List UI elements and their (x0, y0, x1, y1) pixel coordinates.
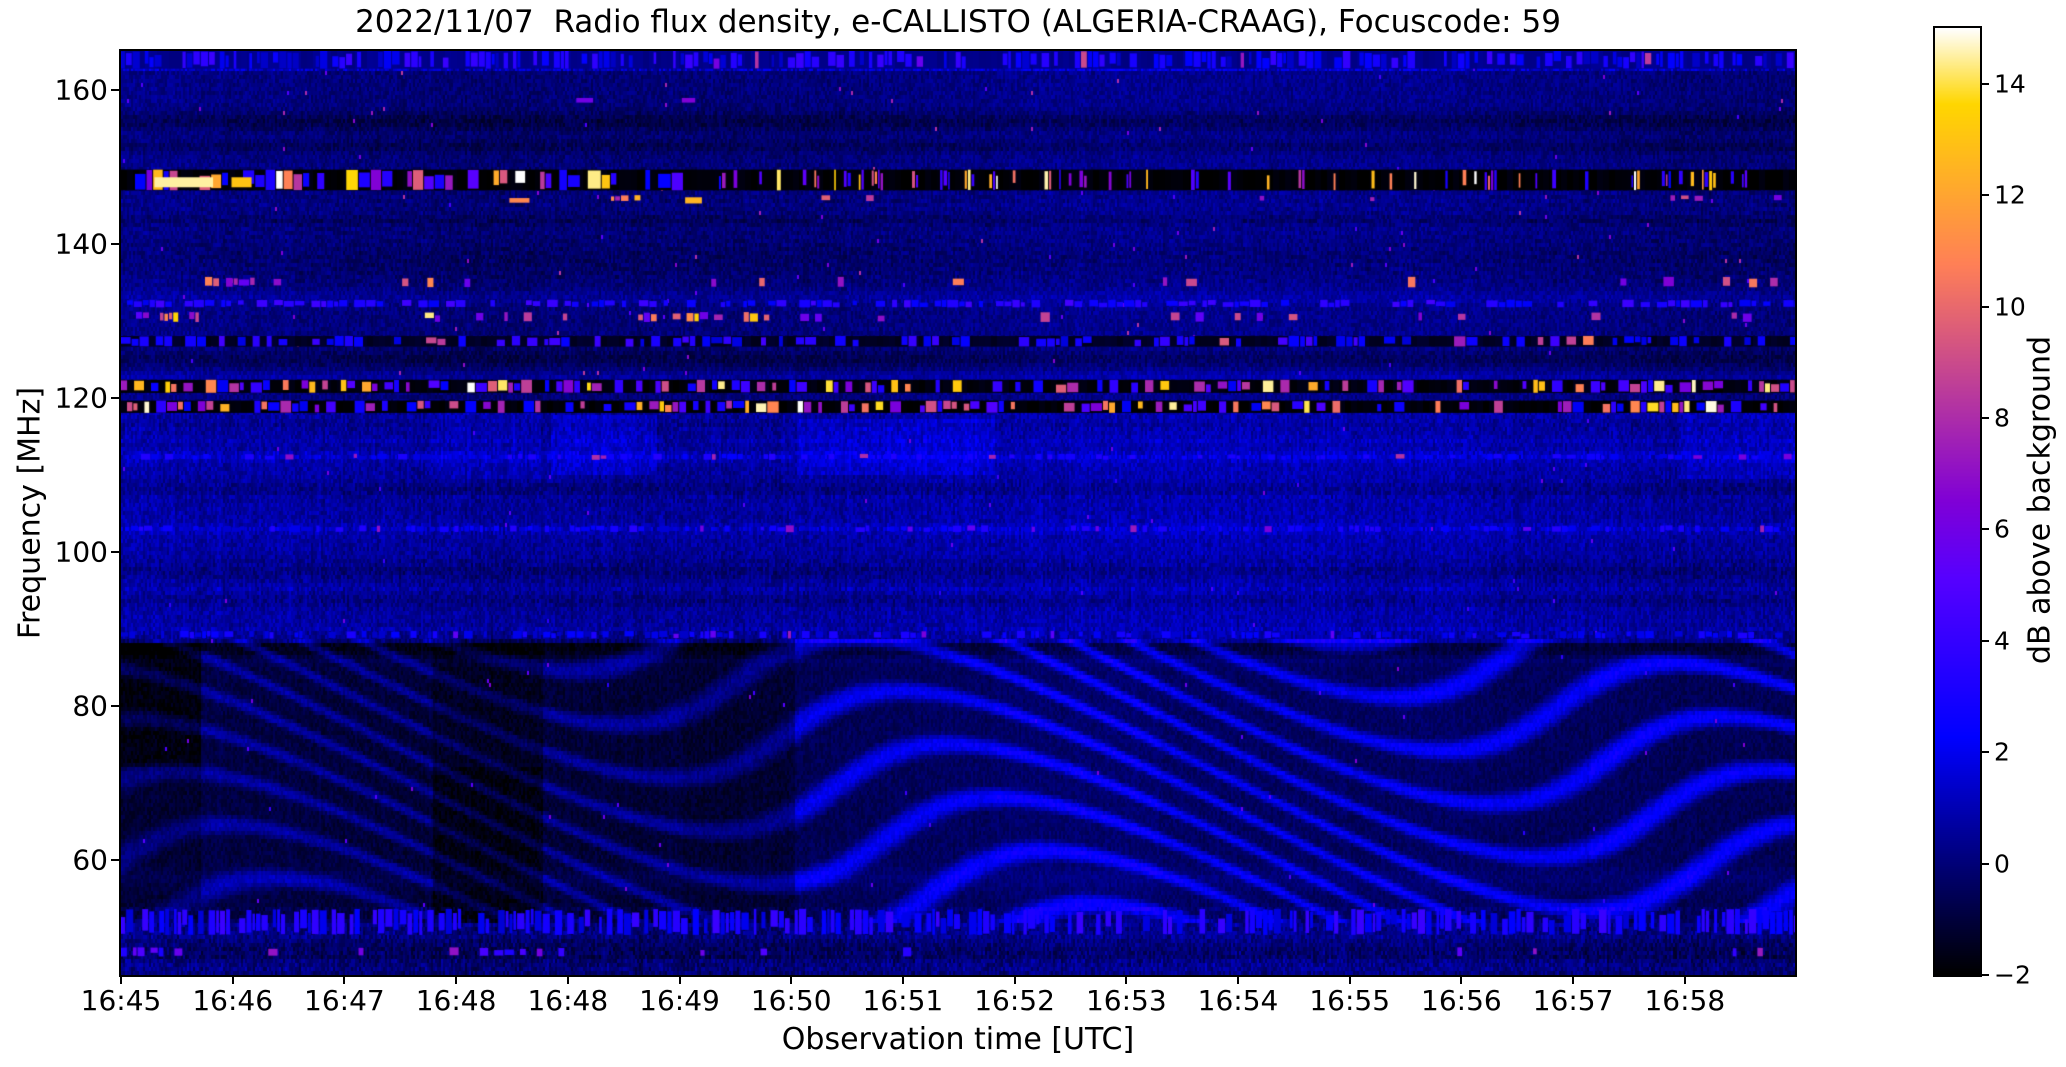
x-tick-mark (566, 975, 569, 984)
y-tick-label: 80 (72, 689, 108, 722)
colorbar-tick-mark (1980, 416, 1989, 419)
y-tick-mark (111, 704, 121, 707)
x-tick-mark (1237, 975, 1239, 984)
colorbar-tick-label: −2 (1994, 960, 2031, 990)
colorbar-tick-label: 12 (1994, 180, 2026, 210)
colorbar-tick-label: 4 (1994, 626, 2010, 656)
x-tick-mark (1683, 975, 1686, 984)
colorbar-tick-mark (1980, 194, 1989, 197)
colorbar-label: dB above background (2022, 335, 2058, 665)
y-tick-mark (111, 88, 121, 91)
x-tick-label: 16:47 (304, 984, 385, 1017)
x-tick-label: 16:48 (415, 984, 497, 1017)
x-tick-mark (455, 975, 458, 984)
spectrogram-canvas (121, 51, 1795, 975)
colorbar-tick-label: 8 (1994, 403, 2010, 433)
x-tick-label: 16:55 (1309, 984, 1391, 1017)
colorbar-canvas (1935, 28, 1980, 975)
colorbar-tick-label: 14 (1994, 69, 2026, 99)
x-tick-label: 16:49 (639, 984, 720, 1017)
x-tick-mark (231, 975, 234, 984)
x-tick-mark (678, 975, 681, 984)
y-axis-label: Frequency [MHz] (12, 386, 48, 640)
colorbar-tick-mark (1980, 974, 1989, 976)
x-tick-label: 16:52 (974, 984, 1055, 1017)
x-tick-mark (1348, 975, 1351, 984)
x-tick-label: 16:58 (1644, 984, 1726, 1017)
chart-title: 2022/11/07 Radio flux density, e-CALLIST… (355, 4, 1561, 40)
x-tick-mark (901, 975, 904, 984)
colorbar-tick-mark (1980, 82, 1989, 85)
colorbar-tick-mark (1980, 528, 1989, 531)
x-tick-label: 16:54 (1197, 984, 1279, 1017)
x-tick-mark (790, 975, 793, 984)
x-tick-label: 16:51 (862, 984, 944, 1017)
colorbar-tick-label: 0 (1994, 849, 2010, 879)
colorbar-tick-mark (1980, 862, 1989, 865)
x-tick-label: 16:53 (1085, 984, 1167, 1017)
y-tick-mark (111, 396, 121, 399)
y-tick-label: 100 (54, 535, 108, 568)
colorbar-tick-mark (1980, 305, 1989, 308)
x-tick-label: 16:46 (192, 984, 274, 1017)
y-tick-label: 160 (54, 73, 108, 106)
x-tick-mark (343, 975, 346, 984)
colorbar-tick-mark (1980, 751, 1989, 754)
x-tick-mark (1013, 975, 1016, 984)
y-tick-label: 140 (54, 227, 108, 260)
x-tick-mark (1572, 975, 1575, 984)
y-tick-label: 60 (72, 843, 108, 876)
colorbar-tick-mark (1980, 639, 1989, 642)
x-tick-mark (120, 975, 122, 984)
x-tick-mark (1125, 975, 1128, 984)
colorbar-tick-label: 10 (1994, 292, 2026, 322)
x-tick-label: 16:56 (1421, 984, 1502, 1017)
x-tick-mark (1460, 975, 1463, 984)
x-tick-label: 16:57 (1532, 984, 1614, 1017)
y-tick-mark (111, 550, 121, 553)
y-tick-mark (111, 242, 121, 245)
colorbar-tick-label: 6 (1994, 514, 2010, 544)
x-tick-label: 16:50 (750, 984, 832, 1017)
x-tick-label: 16:48 (527, 984, 609, 1017)
x-tick-label: 16:45 (80, 984, 162, 1017)
y-tick-label: 120 (54, 381, 108, 414)
y-tick-mark (111, 858, 121, 861)
x-axis-label: Observation time [UTC] (781, 1022, 1135, 1057)
colorbar-tick-label: 2 (1994, 737, 2010, 767)
